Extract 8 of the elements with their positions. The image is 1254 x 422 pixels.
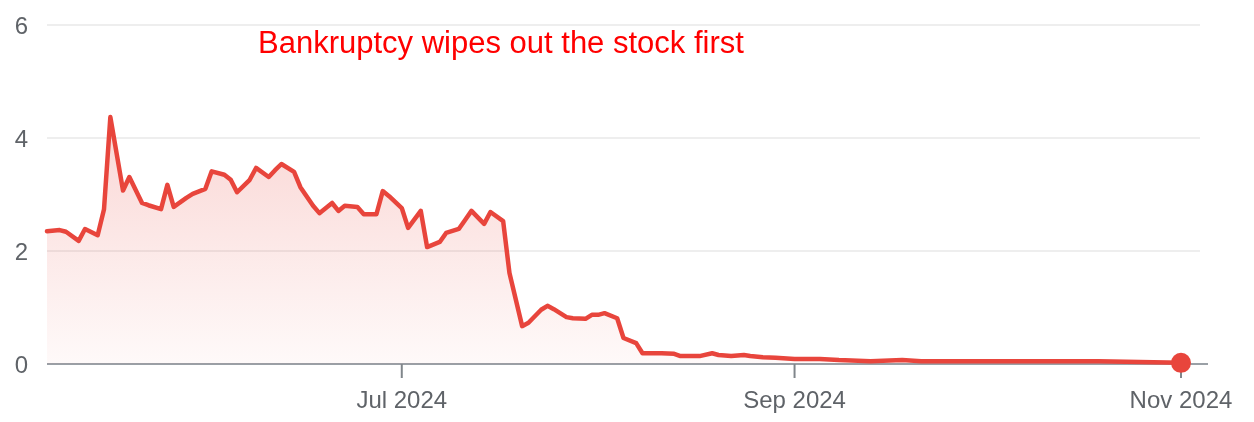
- chart-title: Bankruptcy wipes out the stock first: [258, 25, 745, 60]
- y-tick-label: 6: [14, 11, 28, 39]
- y-tick-label: 2: [14, 237, 28, 265]
- x-tick-label: Jul 2024: [356, 386, 448, 413]
- x-tick-label: Sep 2024: [743, 386, 846, 413]
- y-tick-label: 0: [14, 350, 28, 378]
- y-tick-label: 4: [14, 124, 28, 152]
- x-tick-label: Nov 2024: [1129, 386, 1233, 413]
